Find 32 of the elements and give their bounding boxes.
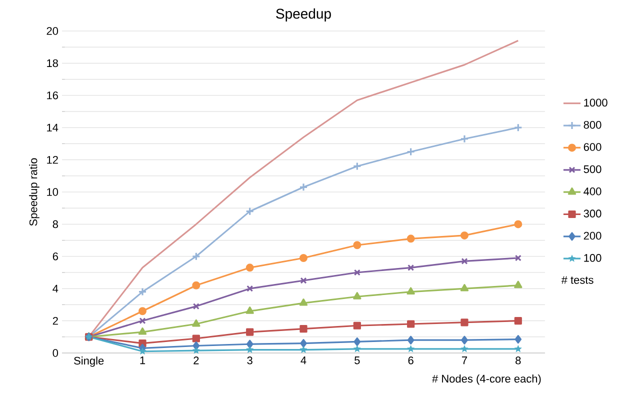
x-tick-label: 7 [462, 356, 467, 364]
x-tick-label: 3 [247, 356, 252, 364]
y-tick-label: 2 [52, 316, 58, 325]
x-tick-label: 4 [300, 356, 306, 364]
legend-label: 400 [584, 187, 602, 196]
x-tick-label: 5 [354, 356, 360, 364]
y-tick-label: 14 [47, 124, 58, 132]
y-tick-label: 12 [47, 156, 58, 164]
y-axis-title: Speedup ratio [29, 158, 40, 226]
legend-label: 300 [584, 210, 602, 218]
legend-label: 800 [584, 120, 602, 129]
y-tick-label: 16 [47, 92, 58, 100]
x-tick-label: Single [74, 356, 104, 367]
legend-label: 500 [584, 165, 602, 174]
x-tick-label: 6 [408, 356, 414, 364]
y-tick-label: 20 [46, 27, 58, 35]
x-tick-label: 2 [194, 356, 199, 364]
legend-label: 200 [584, 232, 602, 240]
y-tick-label: 4 [52, 284, 58, 292]
y-tick-label: 10 [47, 188, 58, 196]
chart-title: Speedup [276, 8, 331, 22]
y-tick-label: 18 [47, 59, 58, 68]
legend-label: 100 [584, 254, 602, 262]
x-axis-title: # Nodes (4-core each) [432, 374, 541, 385]
legend-label: 600 [584, 143, 602, 151]
legend-title: # tests [561, 276, 594, 284]
y-tick-label: 8 [52, 220, 58, 228]
legend-label: 1000 [584, 98, 608, 107]
x-tick-label: 1 [140, 356, 146, 364]
y-tick-label: 0 [52, 349, 58, 357]
y-tick-label: 6 [52, 252, 58, 260]
x-tick-label: 8 [516, 356, 521, 364]
